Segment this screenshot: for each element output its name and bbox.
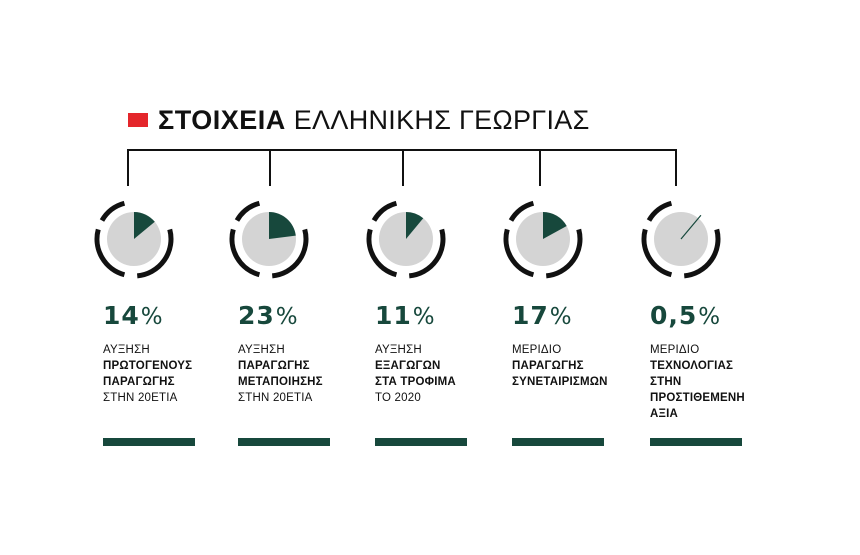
underline-bar (375, 438, 467, 446)
description-line: ΜΕΤΑΠΟΙΗΣΗΣ (238, 376, 323, 388)
description-line: ΑΥΞΗΣΗ (375, 344, 422, 356)
pie-slice (543, 212, 567, 239)
ring-arc (94, 228, 126, 278)
title-bold-text: ΣΤΟΙΧΕΙΑ (158, 104, 286, 135)
pie-slice (406, 212, 424, 239)
pie-slice (134, 212, 155, 239)
description-line: ΠΡΩΤΟΓΕΝΟΥΣ (103, 360, 193, 372)
ring-arc (229, 228, 261, 278)
description: ΑΥΞΗΣΗ ΠΡΩΤΟΓΕΝΟΥΣ ΠΑΡΑΓΩΓΗΣ ΣΤΗΝ 20ΕΤΙΑ (103, 342, 192, 406)
percentage-number: 17 (512, 301, 549, 330)
underline-bar (512, 438, 604, 446)
ring-arc (503, 228, 535, 278)
pie-slice (680, 214, 702, 240)
percentage-value: 17% (512, 301, 573, 330)
ring-arc (408, 228, 446, 279)
description-line: ΣΤΗΝ 20ΕΤΙΑ (238, 392, 313, 404)
title-marker (128, 113, 148, 127)
ring-arc (371, 200, 398, 222)
percentage-sign: % (140, 304, 164, 330)
chart-title: ΣΤΟΙΧΕΙΑ ΕΛΛΗΝΙΚΗΣ ΓΕΩΡΓΙΑΣ (128, 104, 590, 136)
description: ΜΕΡΙΔΙΟ ΤΕΧΝΟΛΟΓΙΑΣ ΣΤΗΝ ΠΡΟΣΤΙΘΕΜΕΝΗ ΑΞΙΑ (650, 342, 745, 422)
pie-chart (503, 200, 583, 279)
description-line: ΠΑΡΑΓΩΓΗΣ (512, 360, 584, 372)
percentage-number: 23 (238, 301, 275, 330)
ring-arc (366, 228, 398, 278)
description-line: ΤΟ 2020 (375, 392, 421, 404)
percentage-number: 0,5 (650, 301, 698, 330)
description: ΜΕΡΙΔΙΟ ΠΑΡΑΓΩΓΗΣ ΣΥΝΕΤΑΙΡΙΣΜΩΝ (512, 342, 608, 390)
underline-bar (650, 438, 742, 446)
description-line: ΜΕΡΙΔΙΟ (512, 344, 562, 356)
ring-arc (641, 228, 673, 278)
description-line: ΜΕΡΙΔΙΟ (650, 344, 700, 356)
percentage-value: 14% (103, 301, 164, 330)
description-line: ΤΕΧΝΟΛΟΓΙΑΣ (650, 360, 734, 372)
description-line: ΕΞΑΓΩΓΩΝ (375, 360, 441, 372)
ring-arc (508, 200, 535, 222)
ring-arc (99, 200, 126, 222)
percentage-sign: % (698, 304, 722, 330)
percentage-sign: % (549, 304, 573, 330)
percentage-value: 0,5% (650, 301, 721, 330)
ring-arc (545, 228, 583, 279)
underline-bar (103, 438, 195, 446)
description-line: ΣΤΑ ΤΡΟΦΙΜΑ (375, 376, 456, 388)
percentage-value: 23% (238, 301, 299, 330)
description-line: ΑΥΞΗΣΗ (103, 344, 150, 356)
underline-bar (238, 438, 330, 446)
percentage-number: 14 (103, 301, 140, 330)
ring-arc (683, 228, 721, 279)
percentage-value: 11% (375, 301, 436, 330)
description-line: ΑΥΞΗΣΗ (238, 344, 285, 356)
ring-arc (646, 200, 673, 222)
connector-lines (127, 149, 677, 186)
description: ΑΥΞΗΣΗ ΕΞΑΓΩΓΩΝ ΣΤΑ ΤΡΟΦΙΜΑ ΤΟ 2020 (375, 342, 456, 406)
ring-arc (136, 228, 174, 279)
description-line: ΠΡΟΣΤΙΘΕΜΕΝΗ (650, 392, 745, 404)
percentage-sign: % (275, 304, 299, 330)
description-line: ΑΞΙΑ (650, 408, 679, 420)
description-line: ΣΥΝΕΤΑΙΡΙΣΜΩΝ (512, 376, 608, 388)
percentage-number: 11 (375, 301, 412, 330)
description-line: ΠΑΡΑΓΩΓΗΣ (103, 376, 175, 388)
description-line: ΣΤΗΝ (650, 376, 682, 388)
pie-chart (94, 200, 174, 279)
pie-chart (229, 200, 309, 279)
ring-arc (271, 228, 309, 279)
description-line: ΠΑΡΑΓΩΓΗΣ (238, 360, 310, 372)
ring-arc (234, 200, 261, 222)
percentage-sign: % (412, 304, 436, 330)
title-light-text: ΕΛΛΗΝΙΚΗΣ ΓΕΩΡΓΙΑΣ (293, 104, 590, 135)
description: ΑΥΞΗΣΗ ΠΑΡΑΓΩΓΗΣ ΜΕΤΑΠΟΙΗΣΗΣ ΣΤΗΝ 20ΕΤΙΑ (238, 342, 323, 406)
pie-chart (366, 200, 446, 279)
description-line: ΣΤΗΝ 20ΕΤΙΑ (103, 392, 178, 404)
pie-slice (269, 212, 296, 239)
pie-chart (641, 200, 721, 279)
